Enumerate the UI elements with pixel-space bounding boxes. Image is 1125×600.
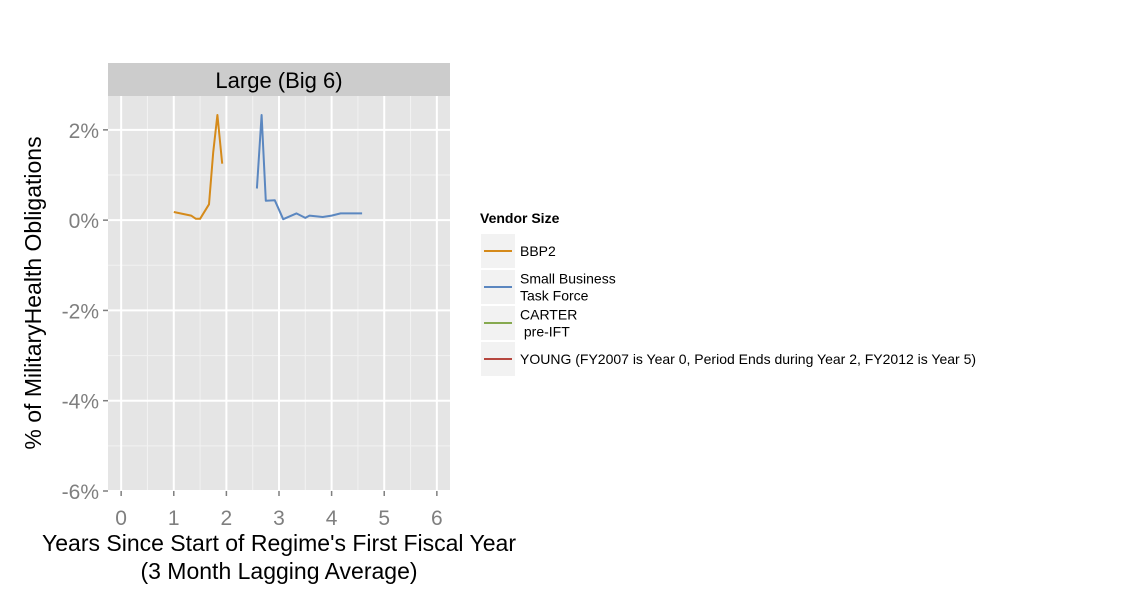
panel-strip: Large (Big 6)	[108, 63, 450, 96]
x-axis-title-line-1: Years Since Start of Regime's First Fisc…	[42, 530, 516, 556]
legend-label: YOUNG (FY2007 is Year 0, Period Ends dur…	[520, 351, 976, 367]
panel-title: Large (Big 6)	[215, 68, 342, 93]
x-tick-label: 1	[168, 507, 180, 530]
y-tick-label: -2%	[62, 300, 99, 323]
y-axis-title: % of MilitaryHealth Obligations	[20, 136, 46, 449]
series-layer	[173, 114, 363, 221]
x-tick-label: 3	[273, 507, 285, 530]
x-tick-label: 0	[115, 507, 127, 530]
x-tick-label: 4	[326, 507, 338, 530]
y-tick-label: -6%	[62, 481, 99, 504]
legend-label: CARTER	[520, 307, 577, 323]
x-axis: 0 1 2 3 4 5 6	[115, 491, 443, 530]
series-line-small-business-task-force	[255, 114, 363, 221]
x-tick-label: 5	[378, 507, 390, 530]
x-tick-label: 6	[431, 507, 443, 530]
legend-label: Task Force	[520, 288, 589, 304]
legend-label: Small Business	[520, 271, 616, 287]
legend-label: BBP2	[520, 243, 556, 259]
y-tick-label: -4%	[62, 391, 99, 414]
y-tick-label: 0%	[69, 210, 99, 233]
x-tick-label: 2	[221, 507, 233, 530]
series-line-bbp2	[173, 114, 224, 220]
y-axis: -6% -4% -2% 0% 2%	[62, 120, 108, 504]
x-axis-title-line-2: (3 Month Lagging Average)	[140, 558, 417, 584]
y-tick-label: 2%	[69, 120, 99, 143]
major-gridlines	[108, 96, 450, 492]
legend-label: pre-IFT	[520, 324, 570, 340]
legend-title: Vendor Size	[480, 210, 560, 226]
